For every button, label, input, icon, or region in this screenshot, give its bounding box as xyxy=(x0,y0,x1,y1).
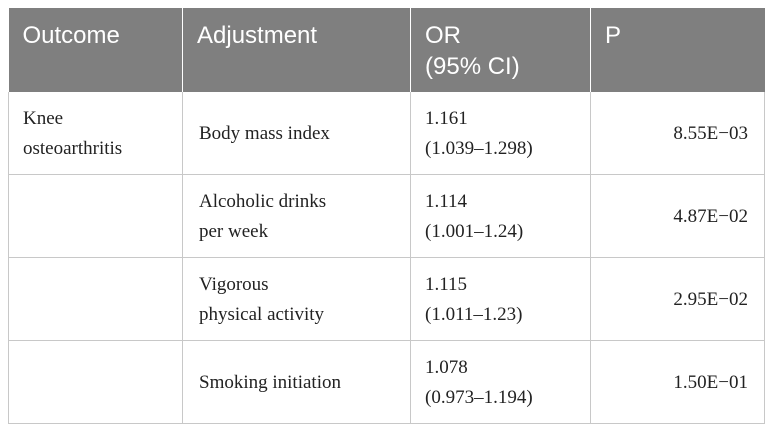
header-adjustment-label: Adjustment xyxy=(197,22,318,49)
header-adjustment: Adjustment xyxy=(182,8,411,92)
p-value: 4.87E−02 xyxy=(673,206,748,227)
header-or-label: OR xyxy=(425,22,461,49)
table-row: Vigorous physical activity 1.115 (1.011–… xyxy=(8,257,765,341)
or-value: 1.115 xyxy=(425,274,468,295)
adjustment-cell: Smoking initiation xyxy=(182,340,411,424)
outcome-line2: osteoarthritis xyxy=(23,138,123,159)
adjustment-line1: Vigorous xyxy=(199,274,269,295)
ci-value: (1.001–1.24) xyxy=(425,221,524,242)
adjustment-cell: Body mass index xyxy=(182,92,411,175)
header-outcome-label: Outcome xyxy=(22,22,120,49)
header-ci-label: (95% CI) xyxy=(425,53,520,80)
table-row: Knee osteoarthritis Body mass index 1.16… xyxy=(8,92,765,175)
p-cell: 4.87E−02 xyxy=(590,174,765,258)
p-cell: 2.95E−02 xyxy=(590,257,765,341)
table-body: Knee osteoarthritis Body mass index 1.16… xyxy=(8,92,765,424)
adjustment-line1: Smoking initiation xyxy=(199,372,341,393)
adjustment-line2: physical activity xyxy=(199,304,325,325)
or-value: 1.114 xyxy=(425,191,468,212)
adjustment-line1: Alcoholic drinks xyxy=(199,191,327,212)
adjustment-cell: Vigorous physical activity xyxy=(182,257,411,341)
outcome-cell: Knee osteoarthritis xyxy=(8,92,183,175)
outcome-cell xyxy=(8,340,183,424)
or-value: 1.161 xyxy=(425,108,468,129)
p-value: 8.55E−03 xyxy=(673,123,748,144)
header-or: OR (95% CI) xyxy=(410,8,591,92)
results-table: Outcome Adjustment OR (95% CI) P Knee os… xyxy=(8,8,765,424)
p-value: 2.95E−02 xyxy=(673,289,748,310)
or-cell: 1.078 (0.973–1.194) xyxy=(410,340,591,424)
adjustment-line2: per week xyxy=(199,221,269,242)
or-cell: 1.115 (1.011–1.23) xyxy=(410,257,591,341)
or-value: 1.078 xyxy=(425,357,468,378)
or-cell: 1.161 (1.039–1.298) xyxy=(410,92,591,175)
adjustment-cell: Alcoholic drinks per week xyxy=(182,174,411,258)
adjustment-line1: Body mass index xyxy=(199,123,330,144)
table-row: Smoking initiation 1.078 (0.973–1.194) 1… xyxy=(8,340,765,424)
table-row: Alcoholic drinks per week 1.114 (1.001–1… xyxy=(8,174,765,258)
header-outcome: Outcome xyxy=(8,8,183,92)
ci-value: (1.039–1.298) xyxy=(425,138,533,159)
p-cell: 1.50E−01 xyxy=(590,340,765,424)
p-cell: 8.55E−03 xyxy=(590,92,765,175)
header-row: Outcome Adjustment OR (95% CI) P xyxy=(8,8,765,92)
ci-value: (0.973–1.194) xyxy=(425,387,533,408)
header-p: P xyxy=(590,8,765,92)
or-cell: 1.114 (1.001–1.24) xyxy=(410,174,591,258)
header-p-label: P xyxy=(605,22,622,49)
table-header: Outcome Adjustment OR (95% CI) P xyxy=(8,8,765,92)
outcome-line1: Knee xyxy=(23,108,64,129)
outcome-cell xyxy=(8,174,183,258)
p-value: 1.50E−01 xyxy=(673,372,748,393)
outcome-cell xyxy=(8,257,183,341)
ci-value: (1.011–1.23) xyxy=(425,304,523,325)
